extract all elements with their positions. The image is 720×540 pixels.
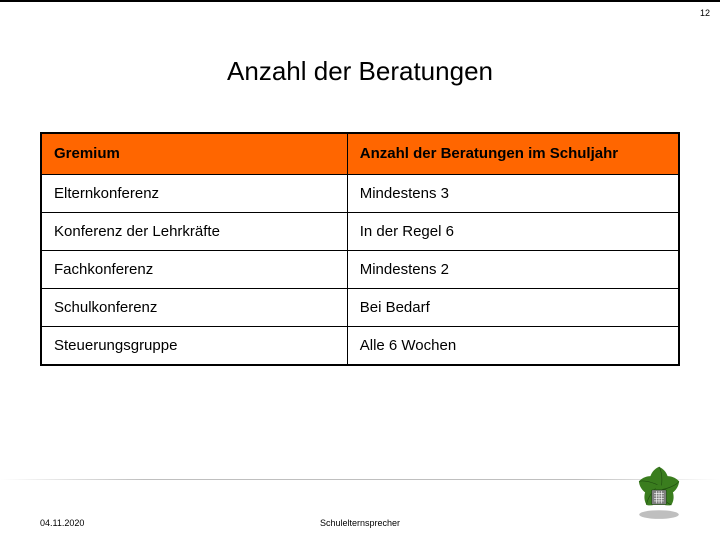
table-row: Konferenz der Lehrkräfte In der Regel 6	[41, 212, 679, 250]
slide: 12 Anzahl der Beratungen Gremium Anzahl …	[0, 0, 720, 540]
table-cell: Mindestens 3	[347, 174, 679, 212]
table-cell: Konferenz der Lehrkräfte	[41, 212, 347, 250]
table-header-row: Gremium Anzahl der Beratungen im Schulja…	[41, 133, 679, 174]
data-table: Gremium Anzahl der Beratungen im Schulja…	[40, 132, 680, 366]
footer-center-text: Schulelternsprecher	[0, 518, 720, 528]
table-row: Steuerungsgruppe Alle 6 Wochen	[41, 326, 679, 365]
table-cell: Mindestens 2	[347, 250, 679, 288]
table-header-cell: Gremium	[41, 133, 347, 174]
table-header-cell: Anzahl der Beratungen im Schuljahr	[347, 133, 679, 174]
table-cell: Schulkonferenz	[41, 288, 347, 326]
page-number: 12	[700, 8, 710, 18]
table-row: Schulkonferenz Bei Bedarf	[41, 288, 679, 326]
table-cell: In der Regel 6	[347, 212, 679, 250]
logo-icon	[628, 460, 690, 522]
table-cell: Elternkonferenz	[41, 174, 347, 212]
table-row: Fachkonferenz Mindestens 2	[41, 250, 679, 288]
table-row: Elternkonferenz Mindestens 3	[41, 174, 679, 212]
table-cell: Alle 6 Wochen	[347, 326, 679, 365]
table-cell: Bei Bedarf	[347, 288, 679, 326]
table-cell: Fachkonferenz	[41, 250, 347, 288]
table-cell: Steuerungsgruppe	[41, 326, 347, 365]
slide-title: Anzahl der Beratungen	[0, 56, 720, 87]
footer-divider	[0, 479, 720, 480]
